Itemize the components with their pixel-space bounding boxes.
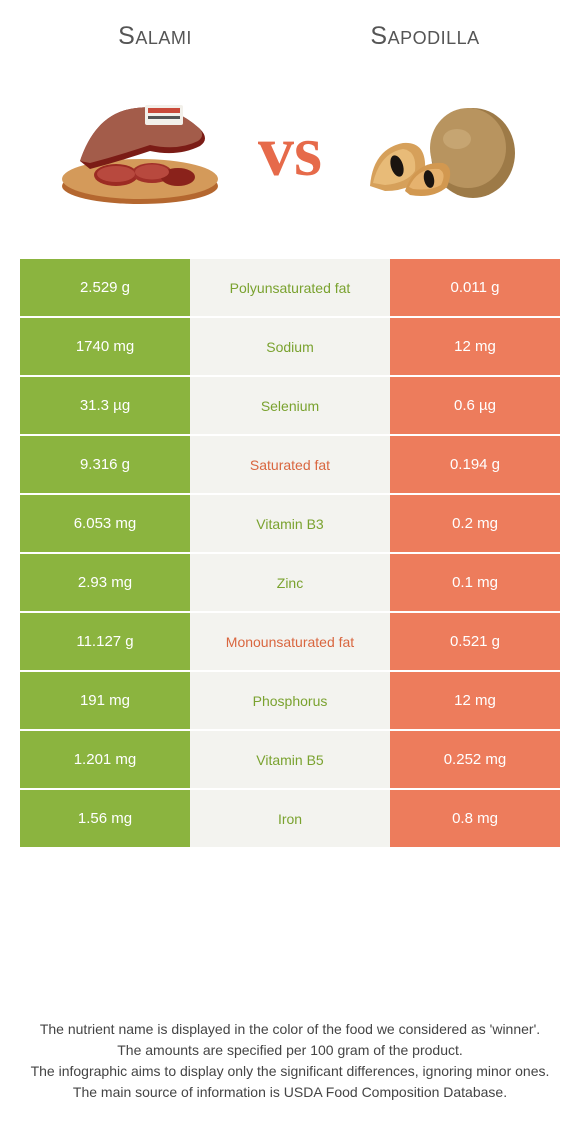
footer-line-2: The amounts are specified per 100 gram o… (30, 1041, 550, 1060)
left-value-cell: 31.3 µg (20, 377, 190, 434)
hero-row: vs (0, 51, 580, 241)
right-value-cell: 0.194 g (390, 436, 560, 493)
salami-icon (50, 91, 230, 211)
left-food-image (30, 81, 250, 221)
left-value-cell: 11.127 g (20, 613, 190, 670)
left-title-col: Salami (20, 22, 290, 51)
nutrient-name-cell: Saturated fat (190, 436, 390, 493)
right-value-cell: 0.2 mg (390, 495, 560, 552)
right-food-image (330, 81, 550, 221)
left-value-cell: 2.93 mg (20, 554, 190, 611)
left-food-title: Salami (20, 22, 290, 51)
left-value-cell: 6.053 mg (20, 495, 190, 552)
right-value-cell: 12 mg (390, 318, 560, 375)
nutrient-name-cell: Iron (190, 790, 390, 847)
left-value-cell: 1.201 mg (20, 731, 190, 788)
footer-line-4: The main source of information is USDA F… (30, 1083, 550, 1102)
nutrient-row: 1.56 mgIron0.8 mg (20, 790, 560, 847)
nutrient-row: 9.316 gSaturated fat0.194 g (20, 436, 560, 493)
right-title-col: Sapodilla (290, 22, 560, 51)
right-value-cell: 0.252 mg (390, 731, 560, 788)
titles-row: Salami Sapodilla (0, 0, 580, 51)
footer-line-3: The infographic aims to display only the… (30, 1062, 550, 1081)
nutrient-row: 2.529 gPolyunsaturated fat0.011 g (20, 259, 560, 316)
right-value-cell: 0.521 g (390, 613, 560, 670)
footer-line-1: The nutrient name is displayed in the co… (30, 1020, 550, 1039)
right-food-title: Sapodilla (290, 22, 560, 51)
nutrient-name-cell: Selenium (190, 377, 390, 434)
left-value-cell: 191 mg (20, 672, 190, 729)
nutrient-row: 2.93 mgZinc0.1 mg (20, 554, 560, 611)
nutrient-table: 2.529 gPolyunsaturated fat0.011 g1740 mg… (20, 259, 560, 847)
nutrient-row: 31.3 µgSelenium0.6 µg (20, 377, 560, 434)
nutrient-row: 191 mgPhosphorus12 mg (20, 672, 560, 729)
right-value-cell: 12 mg (390, 672, 560, 729)
left-value-cell: 1.56 mg (20, 790, 190, 847)
nutrient-name-cell: Sodium (190, 318, 390, 375)
nutrient-name-cell: Polyunsaturated fat (190, 259, 390, 316)
nutrient-name-cell: Monounsaturated fat (190, 613, 390, 670)
footer-notes: The nutrient name is displayed in the co… (30, 1020, 550, 1104)
nutrient-row: 1740 mgSodium12 mg (20, 318, 560, 375)
sapodilla-icon (355, 91, 525, 211)
nutrient-row: 11.127 gMonounsaturated fat0.521 g (20, 613, 560, 670)
left-value-cell: 2.529 g (20, 259, 190, 316)
right-value-cell: 0.6 µg (390, 377, 560, 434)
vs-label: vs (258, 110, 322, 193)
nutrient-row: 6.053 mgVitamin B30.2 mg (20, 495, 560, 552)
right-value-cell: 0.011 g (390, 259, 560, 316)
nutrient-name-cell: Phosphorus (190, 672, 390, 729)
nutrient-row: 1.201 mgVitamin B50.252 mg (20, 731, 560, 788)
nutrient-name-cell: Vitamin B3 (190, 495, 390, 552)
nutrient-name-cell: Zinc (190, 554, 390, 611)
right-value-cell: 0.8 mg (390, 790, 560, 847)
right-value-cell: 0.1 mg (390, 554, 560, 611)
left-value-cell: 1740 mg (20, 318, 190, 375)
left-value-cell: 9.316 g (20, 436, 190, 493)
nutrient-name-cell: Vitamin B5 (190, 731, 390, 788)
